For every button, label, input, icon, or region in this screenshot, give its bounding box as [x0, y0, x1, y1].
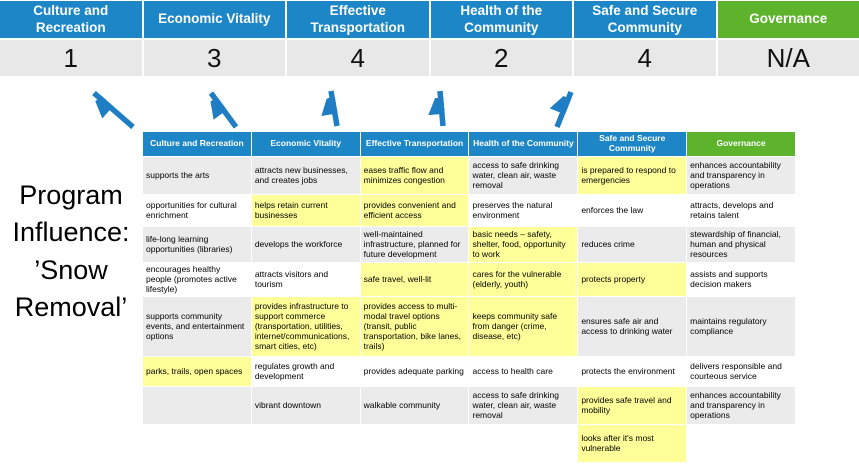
influence-matrix: Culture and Recreation Economic Vitality E… — [142, 131, 796, 463]
matrix-cell: access to safe drinking water, clean air… — [468, 155, 579, 195]
up-arrow-icon — [331, 90, 340, 127]
matrix-cell: life-long learning opportunities (librar… — [142, 225, 252, 263]
score-header-label: Health of the Community — [460, 3, 543, 35]
matrix-cell: helps retain current businesses — [250, 193, 361, 227]
matrix-cell: eases traffic flow and minimizes congest… — [359, 155, 470, 195]
score-value-health-of-the-community: 2 — [430, 40, 572, 76]
score-value-row: 1 3 4 2 4 N/A — [0, 40, 859, 76]
matrix-cell: develops the workforce — [250, 225, 361, 263]
matrix-cell: supports the arts — [142, 155, 252, 195]
score-header-label: Safe and Secure Community — [592, 3, 698, 35]
matrix-cell: provides adequate parking — [359, 355, 470, 387]
matrix-cell: stewardship of financial, human and phys… — [686, 225, 796, 263]
score-header-safe-and-secure-community: Safe and Secure Community — [574, 1, 716, 38]
table-row: vibrant downtown walkable community access… — [142, 385, 796, 425]
table-row: looks after it's most vulnerable — [142, 423, 796, 463]
matrix-cell: access to safe drinking water, clean air… — [468, 385, 579, 425]
score-value: 2 — [494, 42, 509, 73]
matrix-cell: attracts, develops and retains talent — [686, 193, 796, 227]
matrix-cell: reduces crime — [577, 225, 688, 263]
matrix-cell: encourages healthy people (promotes acti… — [142, 261, 252, 297]
matrix-cell: vibrant downtown — [250, 385, 361, 425]
score-value-economic-vitality: 3 — [143, 40, 285, 76]
matrix-cell — [468, 423, 579, 463]
matrix-cell: well-maintained infrastructure, planned … — [359, 225, 470, 263]
table-row: parks, trails, open spaces regulates grow… — [142, 355, 796, 387]
matrix-cell: regulates growth and development — [250, 355, 361, 387]
matrix-cell: cares for the vulnerable (elderly, youth… — [468, 261, 579, 297]
score-value-effective-transportation: 4 — [287, 40, 429, 76]
matrix-cell: supports community events, and entertain… — [142, 295, 252, 357]
matrix-cell: access to health care — [468, 355, 579, 387]
score-value: 4 — [350, 42, 365, 73]
matrix-header-economic-vitality: Economic Vitality — [250, 131, 361, 157]
matrix-cell: is prepared to respond to emergencies — [577, 155, 688, 195]
matrix-cell — [142, 423, 252, 463]
score-value-governance: N/A — [717, 40, 859, 76]
matrix-cell: assists and supports decision makers — [686, 261, 796, 297]
matrix-cell: provides convenient and efficient access — [359, 193, 470, 227]
score-value: 1 — [63, 42, 78, 73]
score-header-label: Governance — [749, 11, 828, 27]
score-header-culture-and-recreation: Culture and Recreation — [0, 1, 142, 38]
score-value: 4 — [637, 42, 652, 73]
score-header-row: Culture and Recreation Economic Vitality E… — [0, 1, 859, 38]
matrix-cell: protects the environment — [577, 355, 688, 387]
matrix-cell: provides access to multi-modal travel op… — [359, 295, 470, 357]
matrix-header-effective-transportation: Effective Transportation — [359, 131, 470, 157]
score-header-label: Culture and Recreation — [33, 3, 109, 35]
matrix-cell: attracts visitors and tourism — [250, 261, 361, 297]
score-header-effective-transportation: Effective Transportation — [287, 1, 429, 38]
matrix-cell: enhances accountability and transparency… — [686, 385, 796, 425]
matrix-cell — [359, 423, 470, 463]
matrix-cell: maintains regulatory compliance — [686, 295, 796, 357]
table-row: life-long learning opportunities (librar… — [142, 225, 796, 263]
table-row: supports the arts attracts new businesses… — [142, 155, 796, 195]
matrix-cell: ensures safe air and access to drinking … — [577, 295, 688, 357]
matrix-cell: protects property — [577, 261, 688, 297]
score-value-culture-and-recreation: 1 — [0, 40, 142, 76]
up-arrow-icon — [557, 90, 574, 129]
matrix-header-safe-and-secure-community: Safe and Secure Community — [577, 131, 688, 157]
up-arrow-icon — [440, 90, 446, 127]
score-arrows — [0, 90, 574, 130]
table-row: encourages healthy people (promotes acti… — [142, 261, 796, 297]
score-header-economic-vitality: Economic Vitality — [143, 1, 285, 38]
matrix-cell — [142, 385, 252, 425]
matrix-cell: attracts new businesses, and creates job… — [250, 155, 361, 195]
matrix-cell: keeps community safe from danger (crime,… — [468, 295, 579, 357]
program-influence-label: Program Influence: ’Snow Removal’ — [12, 180, 130, 322]
matrix-cell: opportunities for cultural enrichment — [142, 193, 252, 227]
matrix-cell: walkable community — [359, 385, 470, 425]
up-arrow-icon — [211, 91, 239, 129]
table-row: supports community events, and entertain… — [142, 295, 796, 357]
score-header-governance: Governance — [717, 1, 859, 38]
matrix-cell — [250, 423, 361, 463]
matrix-header-health-of-the-community: Health of the Community — [468, 131, 579, 157]
score-value: 3 — [207, 42, 222, 73]
matrix-cell: looks after it's most vulnerable — [577, 423, 688, 463]
score-header-label: Economic Vitality — [158, 11, 271, 27]
matrix-cell — [686, 423, 796, 463]
matrix-header: Culture and Recreation Economic Vitality E… — [142, 131, 796, 157]
matrix-cell: enhances accountability and transparency… — [686, 155, 796, 195]
matrix-header-governance: Governance — [686, 131, 796, 157]
score-value-safe-and-secure-community: 4 — [574, 40, 716, 76]
score-header-health-of-the-community: Health of the Community — [430, 1, 572, 38]
matrix-cell: preserves the natural environment — [468, 193, 579, 227]
up-arrow-icon — [94, 90, 135, 130]
matrix-cell: enforces the law — [577, 193, 688, 227]
matrix-cell: provides infrastructure to support comme… — [250, 295, 361, 357]
matrix-cell: delivers responsible and courteous servi… — [686, 355, 796, 387]
score-header-label: Effective Transportation — [310, 3, 405, 35]
matrix-cell: safe travel, well-lit — [359, 261, 470, 297]
matrix-header-culture-and-recreation: Culture and Recreation — [142, 131, 252, 157]
matrix-cell: parks, trails, open spaces — [142, 355, 252, 387]
score-value: N/A — [766, 42, 810, 73]
table-row: opportunities for cultural enrichment hel… — [142, 193, 796, 227]
matrix-cell: basic needs – safety, shelter, food, opp… — [468, 225, 579, 263]
matrix-cell: provides safe travel and mobility — [577, 385, 688, 425]
